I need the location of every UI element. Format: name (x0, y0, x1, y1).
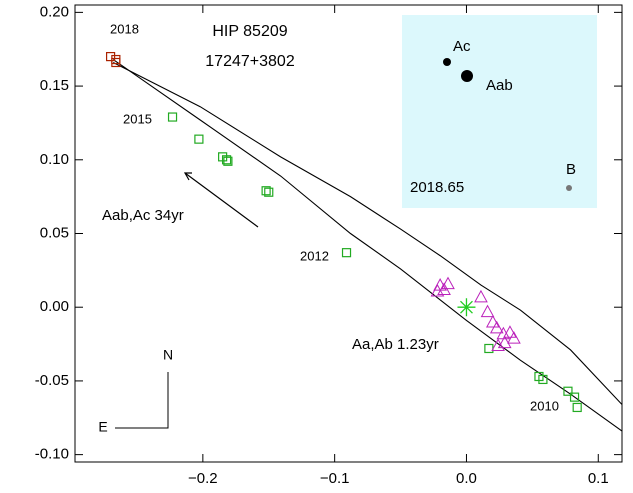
y-tick-label: 0.15 (40, 77, 69, 94)
triangle-marker (497, 335, 512, 349)
square-marker (261, 186, 271, 196)
arrow-head (183, 172, 192, 181)
square-marker (111, 54, 121, 65)
y-tick-label: 0.05 (40, 224, 69, 241)
x-tick-label: −0.2 (188, 470, 218, 487)
triangle-marker (480, 304, 495, 318)
annotation: Ac (453, 38, 471, 55)
annotation: Aab (486, 77, 513, 94)
annotation: N (163, 347, 173, 363)
annotation: 2018.65 (410, 179, 464, 196)
triangle-marker (430, 283, 445, 297)
inset-image (402, 15, 597, 208)
y-tick-label: -0.05 (35, 372, 69, 389)
orbit-line (112, 62, 622, 405)
square-marker (341, 248, 352, 258)
square-marker (221, 155, 232, 165)
annotation: E (98, 419, 107, 435)
y-tick-label: -0.10 (35, 446, 69, 463)
square-marker (167, 112, 178, 122)
asterisk-marker (457, 298, 476, 317)
star-b (566, 185, 572, 191)
square-marker (111, 57, 121, 68)
y-tick-label: 0.20 (40, 3, 69, 20)
square-marker (563, 386, 573, 396)
annotation: 2018 (110, 21, 139, 36)
x-tick-label: −0.1 (320, 470, 350, 487)
compass (115, 372, 169, 429)
triangle-marker (507, 331, 521, 344)
x-tick-label: 0.0 (456, 470, 477, 487)
star-aab (461, 70, 473, 82)
square-marker (223, 156, 233, 166)
y-tick-label: 0.00 (40, 298, 69, 315)
annotation: Aa,Ab 1.23yr (352, 336, 439, 353)
triangle-marker (489, 320, 504, 334)
square-marker (572, 402, 582, 413)
y-tick-label: 0.10 (40, 151, 69, 168)
square-marker (569, 392, 580, 402)
square-marker (264, 187, 274, 197)
annotation: 2010 (530, 398, 559, 413)
square-marker (484, 343, 494, 354)
annotation: 17247+3802 (205, 53, 295, 70)
square-marker (538, 374, 548, 385)
x-tick-label: 0.1 (588, 470, 609, 487)
annotation: 2015 (123, 111, 152, 126)
orbit-line (112, 59, 622, 432)
annotation: Aab,Ac 34yr (102, 207, 184, 224)
triangle-marker (441, 276, 455, 290)
triangle-marker (485, 314, 500, 328)
triangle-marker (474, 289, 488, 303)
annotation: B (566, 161, 576, 178)
annotation: HIP 85209 (212, 23, 287, 40)
motion-arrow (184, 172, 259, 228)
square-marker (194, 134, 204, 144)
square-marker (105, 51, 116, 62)
plot-area (105, 51, 622, 432)
triangle-marker (491, 338, 505, 352)
triangle-marker (503, 325, 517, 338)
annotation: 2012 (300, 248, 329, 263)
star-ac (443, 58, 451, 66)
